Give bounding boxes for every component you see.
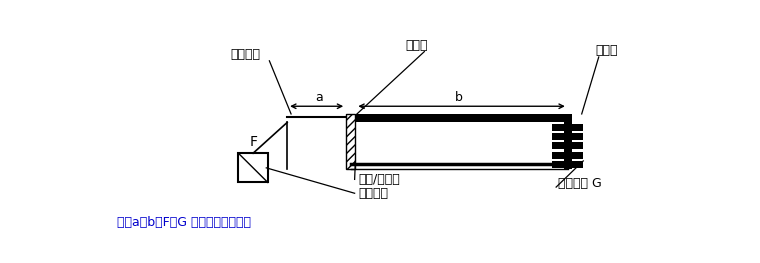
Text: a: a [315, 91, 323, 104]
Text: F: F [250, 135, 258, 149]
Text: 支架/窗台梁: 支架/窗台梁 [359, 173, 401, 186]
Text: 前支点: 前支点 [405, 39, 428, 52]
Bar [564, 114, 572, 169]
Bar [553, 161, 583, 168]
Bar [553, 133, 583, 140]
Bar [553, 143, 583, 149]
Text: 臂杆前端: 臂杆前端 [230, 48, 261, 61]
Bar [553, 152, 583, 159]
Bar [553, 124, 583, 131]
Text: 悬吊平台: 悬吊平台 [359, 187, 388, 200]
Text: b: b [455, 91, 463, 104]
Text: 注：a、b、F、G 的关系详第十节。: 注：a、b、F、G 的关系详第十节。 [117, 216, 251, 229]
Bar [239, 153, 268, 183]
Text: 后支架: 后支架 [595, 44, 618, 57]
Bar [346, 114, 356, 169]
Bar [346, 114, 568, 122]
Text: 平衡配重 G: 平衡配重 G [559, 177, 602, 190]
